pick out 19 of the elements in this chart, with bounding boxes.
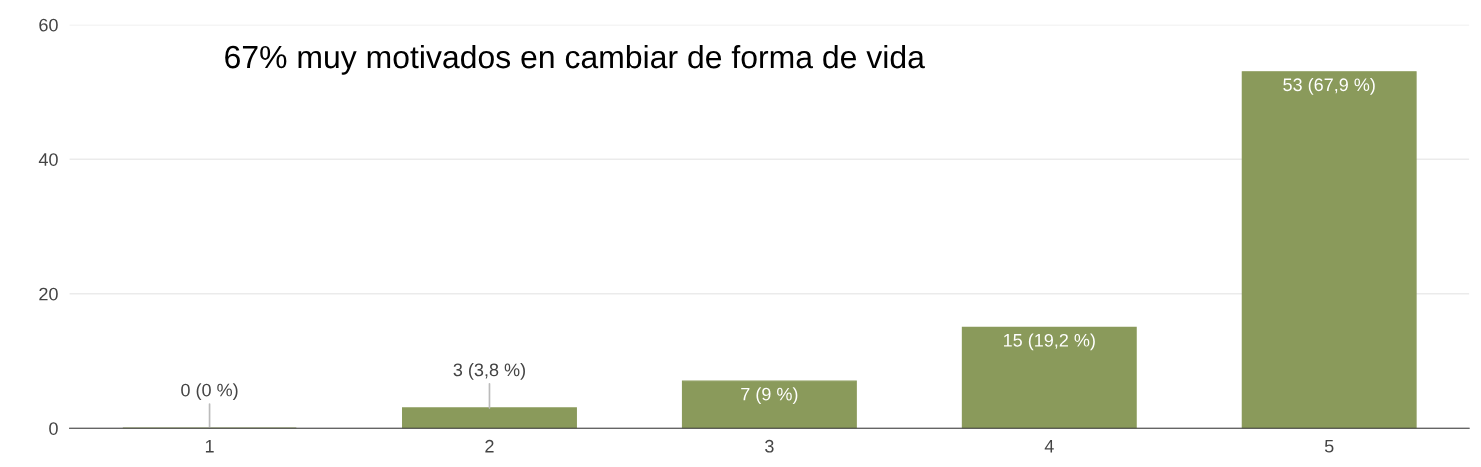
bar bbox=[402, 407, 577, 429]
x-tick-label: 2 bbox=[485, 439, 494, 453]
data-label: 3 (3,8 %) bbox=[453, 362, 525, 380]
bar bbox=[681, 380, 857, 429]
data-label: 7 (9 %) bbox=[741, 387, 798, 405]
bar bbox=[961, 326, 1137, 429]
y-tick-label: 40 bbox=[38, 153, 58, 166]
x-tick-label: 5 bbox=[1324, 440, 1334, 453]
annotation: 67% muy motivados en cambiar de forma de vida bbox=[225, 44, 925, 75]
x-tick-label: 3 bbox=[765, 439, 774, 453]
data-label: 0 (0 %) bbox=[181, 383, 238, 400]
y-tick-label: 20 bbox=[39, 287, 58, 301]
bar bbox=[1241, 71, 1417, 429]
x-tick-label: 4 bbox=[1044, 440, 1054, 453]
data-label: 15 (19,2 %) bbox=[1004, 333, 1095, 351]
y-tick-label: 0 bbox=[49, 422, 58, 435]
y-tick-label: 60 bbox=[39, 18, 58, 32]
data-label: 53 (67,9 %) bbox=[1283, 77, 1375, 95]
x-tick-label: 1 bbox=[205, 440, 214, 453]
